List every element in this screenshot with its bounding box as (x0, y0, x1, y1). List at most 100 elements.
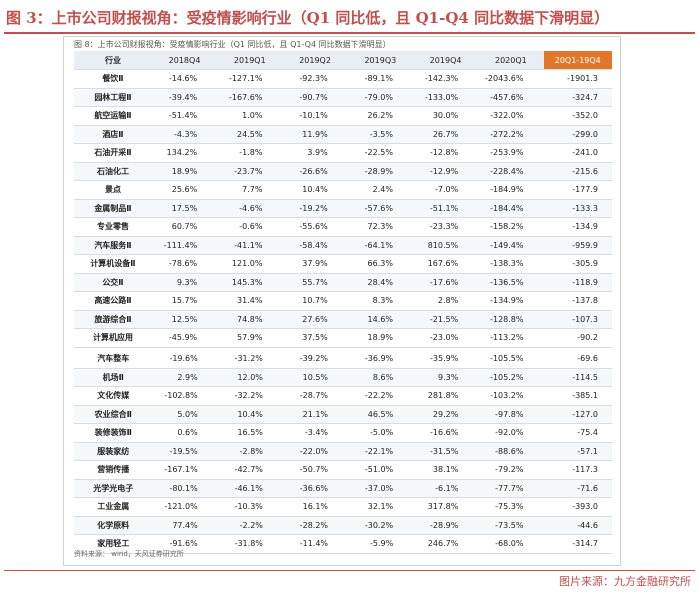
value-cell: 8.3% (347, 291, 413, 311)
value-cell: -41.1% (217, 236, 283, 255)
value-cell: -0.6% (217, 217, 283, 237)
industry-cell: 金属制品Ⅱ (74, 199, 152, 218)
value-cell: -103.2% (478, 386, 544, 406)
value-cell: 2.8% (412, 291, 479, 311)
value-cell: 145.3% (217, 273, 283, 292)
value-cell: -305.9 (543, 254, 612, 274)
source-note: 资料来源： wind，天风证券研究所 (74, 550, 184, 558)
header-cell: 2020Q1 (478, 51, 544, 70)
value-cell: -12.9% (412, 162, 479, 181)
table-row: 高速公路Ⅱ 15.7% 31.4% 10.7% 8.3% 2.8% -134.9% -137.… (74, 291, 612, 311)
value-cell: -28.9% (413, 516, 479, 535)
header-cell: 2018Q4 (151, 51, 218, 70)
data-table-bottom: 汽车整车 -19.6% -31.2% -39.2% -36.9% -35.9% -105.5… (74, 350, 612, 554)
value-cell: 31.4% (217, 291, 283, 311)
image-source-footer: 图片来源：九方金融研究所 (559, 575, 691, 588)
value-cell: -37.0% (348, 479, 414, 498)
industry-cell: 汽车服务Ⅱ (74, 236, 152, 255)
value-cell: 37.5% (282, 328, 348, 348)
value-cell: 134.2% (151, 143, 218, 163)
value-cell: -89.1% (347, 69, 413, 89)
value-cell: -959.9 (543, 236, 612, 255)
value-cell: 121.0% (217, 254, 283, 274)
value-cell: -118.9 (543, 273, 612, 292)
value-cell: 77.4% (152, 516, 218, 535)
industry-cell: 服装家纺 (74, 442, 153, 461)
industry-cell: 航空运输Ⅱ (74, 106, 152, 126)
value-cell: -138.3% (478, 254, 544, 274)
value-cell: -31.2% (217, 350, 283, 369)
industry-cell: 公交Ⅱ (74, 273, 152, 292)
industry-cell: 机场Ⅱ (74, 368, 153, 387)
value-cell: -177.9 (543, 180, 612, 200)
value-cell: -184.4% (478, 199, 544, 218)
value-cell: -88.6% (478, 442, 544, 461)
value-cell: -128.8% (478, 310, 544, 329)
value-cell: 16.5% (217, 423, 283, 443)
value-cell: -158.2% (478, 217, 544, 237)
industry-cell: 工业金属 (74, 497, 153, 517)
value-cell: -322.0% (478, 106, 544, 126)
value-cell: -2043.6% (478, 69, 544, 89)
value-cell: -127.1% (217, 69, 283, 89)
value-cell: -127.0 (543, 405, 612, 424)
industry-cell: 酒店Ⅱ (74, 125, 152, 144)
value-cell: -12.8% (412, 143, 479, 163)
value-cell: 317.8% (413, 497, 479, 517)
value-cell: 74.8% (217, 310, 283, 329)
value-cell: -215.6 (543, 162, 612, 181)
value-cell: -299.0 (543, 125, 612, 144)
header-row: 行业 2018Q4 2019Q1 2019Q2 2019Q3 2019Q4 20… (74, 51, 612, 70)
value-cell: -4.3% (151, 125, 218, 144)
value-cell: -80.1% (152, 479, 218, 498)
value-cell: -253.9% (478, 143, 544, 163)
value-cell: 12.0% (217, 368, 283, 387)
value-cell: -75.4 (543, 423, 612, 443)
value-cell: -105.2% (478, 368, 544, 387)
value-cell: 28.4% (347, 273, 413, 292)
value-cell: -393.0 (543, 497, 612, 517)
industry-cell: 营销传播 (74, 460, 153, 480)
value-cell: -113.2% (478, 328, 544, 348)
industry-cell: 装修装饰Ⅱ (74, 423, 153, 443)
industry-cell: 石油开采Ⅱ (74, 143, 152, 163)
value-cell: -241.0 (543, 143, 612, 163)
value-cell: -23.0% (412, 328, 479, 348)
value-cell: 18.9% (151, 162, 218, 181)
value-cell: -107.3 (543, 310, 612, 329)
value-cell: -78.6% (151, 254, 218, 274)
table-row: 光学光电子 -80.1% -46.1% -36.6% -37.0% -6.1% -77.7%… (74, 479, 612, 498)
value-cell: 24.5% (217, 125, 283, 144)
value-cell: -457.6% (478, 88, 544, 107)
value-cell: 38.1% (413, 460, 479, 480)
value-cell: 10.4% (217, 405, 283, 424)
table-row: 营销传播 -167.1% -42.7% -50.7% -51.0% 38.1% -79.2%… (74, 460, 612, 480)
value-cell: 5.0% (152, 405, 218, 424)
value-cell: -44.6 (543, 516, 612, 535)
value-cell: -19.6% (152, 350, 218, 369)
value-cell: -35.9% (413, 350, 479, 369)
value-cell: 2.4% (347, 180, 413, 200)
industry-cell: 汽车整车 (74, 350, 153, 369)
value-cell: -5.0% (348, 423, 414, 443)
value-cell: -6.1% (413, 479, 479, 498)
table-row: 旅游综合Ⅱ 12.5% 74.8% 27.6% 14.6% -21.5% -128.8% -1… (74, 310, 612, 329)
value-cell: 246.7% (413, 534, 479, 554)
industry-cell: 计算机设备Ⅱ (74, 254, 152, 274)
table-row: 汽车整车 -19.6% -31.2% -39.2% -36.9% -35.9% -105.5… (74, 350, 612, 369)
industry-cell: 高速公路Ⅱ (74, 291, 152, 311)
value-cell: -55.6% (282, 217, 348, 237)
value-cell: 8.6% (348, 368, 414, 387)
value-cell: -28.9% (347, 162, 413, 181)
value-cell: -228.4% (478, 162, 544, 181)
value-cell: -91.6% (152, 534, 218, 554)
value-cell: -97.8% (478, 405, 544, 424)
value-cell: 0.6% (152, 423, 218, 443)
value-cell: 57.9% (217, 328, 283, 348)
value-cell: 1.0% (217, 106, 283, 126)
table-row: 农业综合Ⅱ 5.0% 10.4% 21.1% 46.5% 29.2% -97.8% -127.… (74, 405, 612, 424)
industry-cell: 农业综合Ⅱ (74, 405, 153, 424)
header-cell: 2019Q4 (412, 51, 479, 70)
value-cell: -7.0% (412, 180, 479, 200)
value-cell: -117.3 (543, 460, 612, 480)
